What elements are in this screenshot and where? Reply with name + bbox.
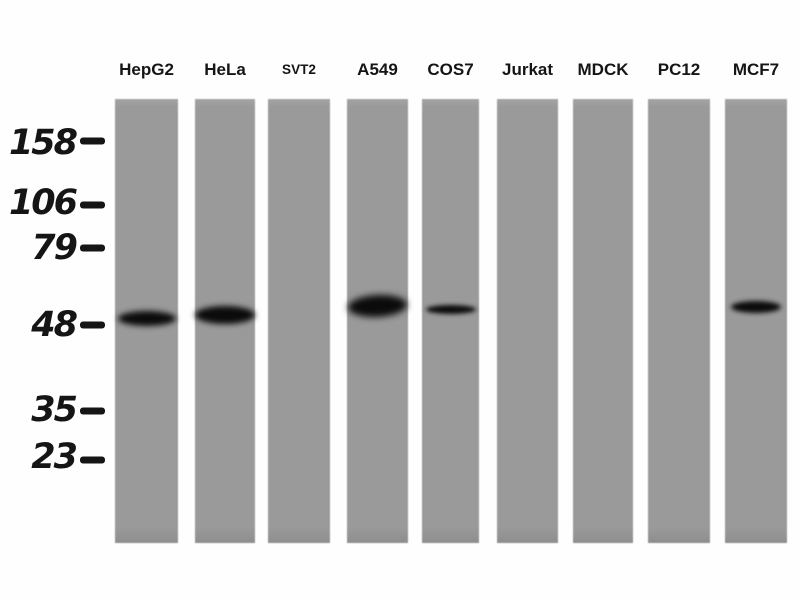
protein-band [117, 310, 176, 326]
mw-marker-label: 158 [8, 123, 78, 164]
mw-marker-label: 106 [8, 183, 78, 224]
lane-label: MDCK [577, 60, 629, 79]
lane-label: HeLa [204, 60, 246, 79]
protein-band [731, 301, 781, 313]
mw-marker-tick-icon [80, 201, 105, 209]
lane-label: COS7 [427, 60, 474, 79]
mw-marker-tick-icon [80, 244, 105, 252]
lane-strip [195, 99, 255, 543]
lane-strip [725, 99, 787, 543]
lane-strip [422, 99, 479, 543]
lane-strip [648, 99, 710, 543]
lane-strip [347, 99, 408, 543]
protein-band [425, 304, 476, 314]
mw-marker-tick-icon [80, 137, 105, 145]
lane-strip [497, 99, 558, 543]
lane-label: A549 [357, 60, 398, 79]
mw-marker-tick-icon [80, 407, 105, 415]
lane-strip [115, 99, 178, 543]
mw-marker-tick-icon [80, 456, 105, 464]
lane-label: SVT2 [282, 62, 316, 77]
mw-marker-label: 23 [31, 437, 78, 478]
lane-label: HepG2 [119, 60, 174, 79]
mw-marker-label: 35 [31, 390, 78, 431]
protein-band [195, 306, 255, 324]
mw-marker-tick-icon [80, 321, 105, 329]
lane-strip [573, 99, 633, 543]
mw-marker-label: 48 [31, 305, 78, 346]
mw-marker-label: 79 [31, 228, 78, 269]
lane-label: PC12 [657, 60, 701, 79]
lane-strip [268, 99, 330, 543]
lane-label: MCF7 [732, 60, 780, 79]
lane-label: Jurkat [501, 60, 554, 79]
protein-band [347, 293, 408, 319]
